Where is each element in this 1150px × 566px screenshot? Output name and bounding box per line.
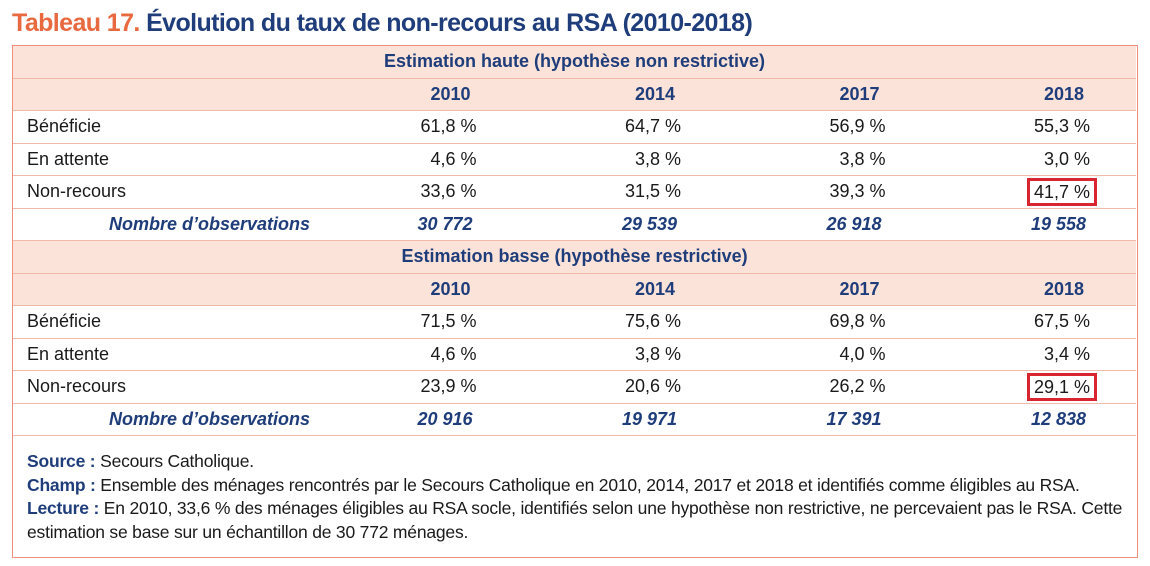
year-header: 2017 xyxy=(727,273,932,306)
value-cell: 26 918 xyxy=(727,208,932,241)
highlight-box: 41,7 % xyxy=(1027,177,1098,206)
highlighted-value-cell: 41,7 % xyxy=(931,175,1137,209)
table-row: Bénéficie 61,8 % 64,7 % 56,9 % 55,3 % xyxy=(13,110,1137,144)
row-label: En attente xyxy=(13,338,318,371)
champ-label: Champ : xyxy=(27,474,96,495)
value-cell: 3,0 % xyxy=(931,143,1137,176)
table-row: Bénéficie 71,5 % 75,6 % 69,8 % 67,5 % xyxy=(13,305,1137,339)
row-label: Bénéficie xyxy=(13,110,318,144)
data-table: Estimation haute (hypothèse non restrict… xyxy=(13,46,1137,436)
value-cell: 67,5 % xyxy=(931,305,1137,339)
empty-header-cell xyxy=(13,273,318,306)
value-cell: 55,3 % xyxy=(931,110,1137,144)
section-heading-row: Estimation basse (hypothèse restrictive) xyxy=(13,240,1137,274)
value-cell: 30 772 xyxy=(318,208,523,241)
observations-row: Nombre d’observations 30 772 29 539 26 9… xyxy=(13,208,1137,241)
value-cell: 56,9 % xyxy=(727,110,932,144)
value-cell: 29 539 xyxy=(522,208,727,241)
value-cell: 3,8 % xyxy=(522,338,727,371)
value-cell: 4,0 % xyxy=(727,338,932,371)
value-cell: 19 971 xyxy=(522,403,727,436)
source-text: Secours Catholique. xyxy=(100,451,254,471)
year-header: 2018 xyxy=(931,78,1137,111)
table-row: Non-recours 23,9 % 20,6 % 26,2 % 29,1 % xyxy=(13,370,1137,404)
lecture-note: Lecture : En 2010, 33,6 % des ménages él… xyxy=(27,497,1127,544)
source-label: Source : xyxy=(27,451,96,471)
section-heading: Estimation haute (hypothèse non restrict… xyxy=(13,46,1137,79)
year-header: 2017 xyxy=(727,78,932,111)
value-cell: 3,4 % xyxy=(931,338,1137,371)
year-header: 2018 xyxy=(931,273,1137,306)
row-label: Non-recours xyxy=(13,370,318,404)
value-cell: 20 916 xyxy=(318,403,523,436)
row-label: Non-recours xyxy=(13,175,318,209)
value-cell: 4,6 % xyxy=(318,338,523,371)
source-note: Source : Secours Catholique. xyxy=(27,450,1127,474)
row-label: En attente xyxy=(13,143,318,176)
highlighted-value-cell: 29,1 % xyxy=(931,370,1137,404)
value-cell: 19 558 xyxy=(931,208,1137,241)
value-cell: 12 838 xyxy=(931,403,1137,436)
row-label: Nombre d’observations xyxy=(13,403,318,436)
value-cell: 23,9 % xyxy=(318,370,523,404)
year-header: 2014 xyxy=(522,273,727,306)
value-cell: 39,3 % xyxy=(727,175,932,209)
value-cell: 17 391 xyxy=(727,403,932,436)
value-cell: 4,6 % xyxy=(318,143,523,176)
value-cell: 75,6 % xyxy=(522,305,727,339)
value-cell: 64,7 % xyxy=(522,110,727,144)
table-row: En attente 4,6 % 3,8 % 3,8 % 3,0 % xyxy=(13,143,1137,176)
table-frame: Estimation haute (hypothèse non restrict… xyxy=(12,45,1138,558)
table-number: Tableau 17. xyxy=(12,9,140,37)
section-heading-row: Estimation haute (hypothèse non restrict… xyxy=(13,46,1137,79)
year-header-row: 2010 2014 2017 2018 xyxy=(13,78,1137,111)
value-cell: 33,6 % xyxy=(318,175,523,209)
lecture-text: En 2010, 33,6 % des ménages éligibles au… xyxy=(27,498,1123,542)
row-label: Nombre d’observations xyxy=(13,208,318,241)
lecture-label: Lecture : xyxy=(27,498,100,518)
value-cell: 26,2 % xyxy=(727,370,932,404)
section-heading: Estimation basse (hypothèse restrictive) xyxy=(13,240,1137,274)
year-header: 2014 xyxy=(522,78,727,111)
table-title: Tableau 17. Évolution du taux de non-rec… xyxy=(12,6,753,40)
year-header: 2010 xyxy=(318,273,523,306)
empty-header-cell xyxy=(13,78,318,111)
row-label: Bénéficie xyxy=(13,305,318,339)
table-title-text: Évolution du taux de non-recours au RSA … xyxy=(146,9,753,37)
value-cell: 3,8 % xyxy=(522,143,727,176)
value-cell: 20,6 % xyxy=(522,370,727,404)
observations-row: Nombre d’observations 20 916 19 971 17 3… xyxy=(13,403,1137,436)
champ-note: Champ : Ensemble des ménages rencontrés … xyxy=(27,474,1127,498)
value-cell: 71,5 % xyxy=(318,305,523,339)
value-cell: 31,5 % xyxy=(522,175,727,209)
table-row: En attente 4,6 % 3,8 % 4,0 % 3,4 % xyxy=(13,338,1137,371)
year-header-row: 2010 2014 2017 2018 xyxy=(13,273,1137,306)
champ-text: Ensemble des ménages rencontrés par le S… xyxy=(100,474,1080,495)
value-cell: 3,8 % xyxy=(727,143,932,176)
highlight-box: 29,1 % xyxy=(1027,372,1098,401)
table-row: Non-recours 33,6 % 31,5 % 39,3 % 41,7 % xyxy=(13,175,1137,209)
table-notes: Source : Secours Catholique. Champ : Ens… xyxy=(27,450,1127,544)
value-cell: 61,8 % xyxy=(318,110,523,144)
year-header: 2010 xyxy=(318,78,523,111)
value-cell: 69,8 % xyxy=(727,305,932,339)
